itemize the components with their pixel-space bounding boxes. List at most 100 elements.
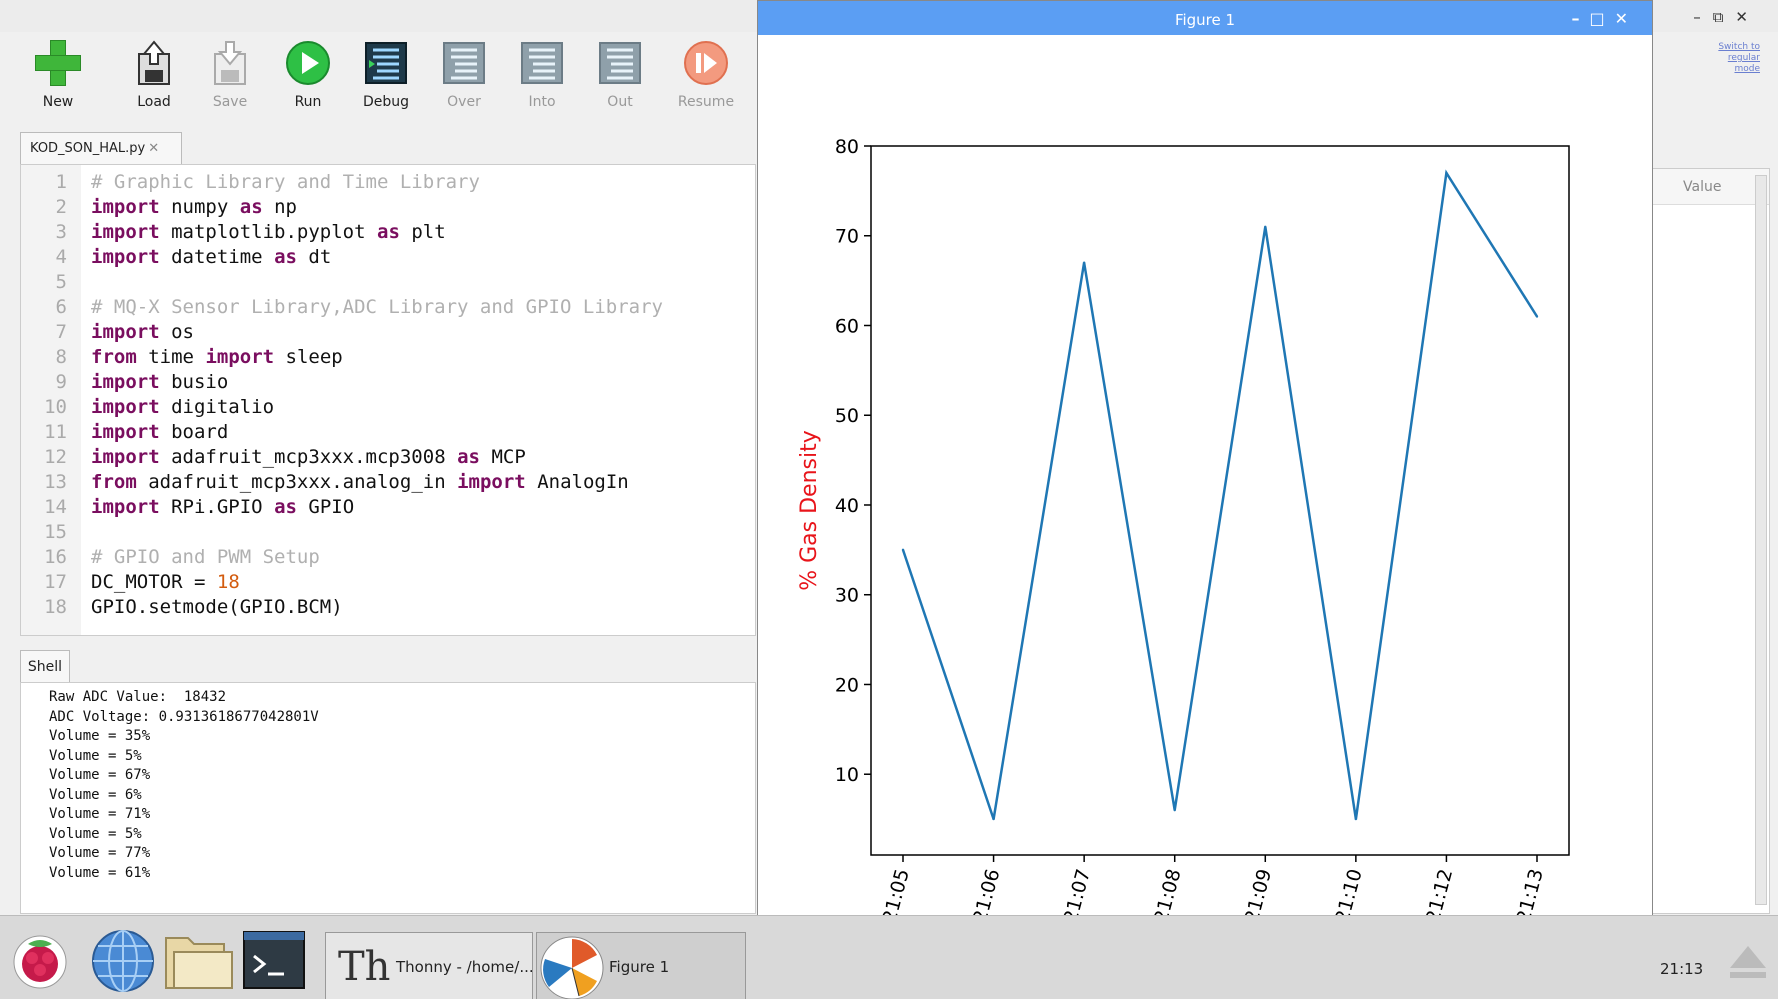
line-number: 2 — [21, 196, 67, 218]
code-line: import digitalio — [91, 396, 274, 418]
y-tick-label: 80 — [835, 136, 859, 158]
line-number: 5 — [21, 271, 67, 293]
code-line: from adafruit_mcp3xxx.analog_in import A… — [91, 471, 629, 493]
code-editor[interactable]: 1 2 3 4 5 6 7 8 9 10 11 12 13 14 15 16 17 18 # Graphic Li… — [20, 164, 756, 636]
shell-line: Volume = 5% — [49, 748, 142, 764]
debug-button[interactable]: Debug — [348, 38, 424, 118]
data-points — [902, 172, 1538, 821]
line-number: 15 — [21, 521, 67, 543]
plot-frame — [871, 146, 1569, 855]
step-over-label: Over — [426, 94, 502, 110]
line-number: 1 — [21, 171, 67, 193]
shell-line: Volume = 35% — [49, 728, 150, 744]
y-tick-label: 20 — [835, 674, 859, 696]
code-line: DC_MOTOR = 18 — [91, 571, 240, 593]
shell-line: Volume = 6% — [49, 787, 142, 803]
raspberry-menu-icon[interactable] — [8, 928, 72, 992]
figure-task-button[interactable]: Figure 1 — [536, 932, 746, 999]
editor-tab[interactable]: KOD_SON_HAL.py ✕ — [20, 132, 182, 164]
shell-panel[interactable]: Raw ADC Value: 18432 ADC Voltage: 0.93136… — [20, 682, 756, 914]
step-over-button[interactable]: Over — [426, 38, 502, 118]
run-button[interactable]: Run — [270, 38, 346, 118]
resume-label: Resume — [666, 94, 746, 110]
line-number: 14 — [21, 496, 67, 518]
code-line: import RPi.GPIO as GPIO — [91, 496, 354, 518]
web-browser-icon[interactable] — [90, 928, 156, 994]
y-tick-label: 30 — [835, 585, 859, 607]
run-icon — [285, 40, 331, 86]
data-point — [1536, 315, 1538, 317]
load-button[interactable]: Load — [116, 38, 192, 118]
y-tick-label: 60 — [835, 315, 859, 337]
resume-icon — [683, 40, 729, 86]
debug-icon — [363, 40, 409, 86]
line-number: 10 — [21, 396, 67, 418]
line-number: 8 — [21, 346, 67, 368]
line-number: 4 — [21, 246, 67, 268]
shell-tab[interactable]: Shell — [20, 650, 70, 682]
thonny-task-button[interactable]: Th Thonny - /home/... — [325, 932, 533, 999]
figure-window-controls[interactable]: –□✕ — [1571, 9, 1638, 28]
line-number: 3 — [21, 221, 67, 243]
code-line: import numpy as np — [91, 196, 297, 218]
code-line: import matplotlib.pyplot as plt — [91, 221, 446, 243]
switch-mode-link[interactable]: Switch to regular mode — [1700, 42, 1760, 75]
line-number: 6 — [21, 296, 67, 318]
shell-line: Volume = 61% — [49, 865, 150, 881]
step-into-button[interactable]: Into — [504, 38, 580, 118]
data-point — [1174, 809, 1176, 811]
thonny-task-label: Thonny - /home/... — [396, 958, 533, 976]
eject-icon[interactable] — [1728, 944, 1768, 980]
shell-line: Raw ADC Value: 18432 — [49, 689, 226, 705]
code-line: import os — [91, 321, 194, 343]
y-axis-ticks: 10 20 30 40 50 60 70 80 — [835, 136, 871, 786]
file-manager-icon[interactable] — [164, 930, 234, 992]
close-tab-icon[interactable]: ✕ — [148, 141, 159, 156]
data-point — [1445, 172, 1447, 174]
shell-line: Volume = 67% — [49, 767, 150, 783]
variables-panel: Value — [1652, 168, 1770, 914]
step-into-icon — [519, 40, 565, 86]
step-out-button[interactable]: Out — [582, 38, 658, 118]
code-line: import adafruit_mcp3xxx.mcp3008 as MCP — [91, 446, 526, 468]
code-line: from time import sleep — [91, 346, 343, 368]
code-line: GPIO.setmode(GPIO.BCM) — [91, 596, 343, 618]
save-button[interactable]: Save — [192, 38, 268, 118]
line-number: 18 — [21, 596, 67, 618]
code-line: # GPIO and PWM Setup — [91, 546, 320, 568]
window-controls[interactable]: –​⧉​✕ — [1693, 8, 1760, 26]
y-axis-label: % Gas Density — [797, 430, 822, 591]
data-point — [1264, 226, 1266, 228]
shell-line: Volume = 77% — [49, 845, 150, 861]
resume-button[interactable]: Resume — [666, 38, 746, 118]
terminal-icon[interactable] — [242, 930, 306, 990]
step-into-label: Into — [504, 94, 580, 110]
data-point — [902, 549, 904, 551]
load-label: Load — [116, 94, 192, 110]
code-line: import board — [91, 421, 228, 443]
save-label: Save — [192, 94, 268, 110]
figure-title: Figure 1 — [758, 1, 1652, 35]
thonny-task-icon: Th — [338, 933, 390, 999]
y-tick-label: 10 — [835, 764, 859, 786]
figure-task-label: Figure 1 — [609, 958, 669, 976]
variables-value-header: Value — [1653, 169, 1769, 205]
line-number: 13 — [21, 471, 67, 493]
line-number: 17 — [21, 571, 67, 593]
line-number: 16 — [21, 546, 67, 568]
code-line: # MQ-X Sensor Library,ADC Library and GP… — [91, 296, 663, 318]
data-point — [992, 818, 994, 820]
code-line: import busio — [91, 371, 228, 393]
step-out-icon — [597, 40, 643, 86]
line-number-gutter: 1 2 3 4 5 6 7 8 9 10 11 12 13 14 15 16 17 18 — [21, 165, 81, 635]
shell-line: Volume = 71% — [49, 806, 150, 822]
new-label: New — [20, 94, 96, 110]
editor-tab-label: KOD_SON_HAL.py — [30, 141, 145, 156]
variables-scrollbar[interactable] — [1755, 175, 1767, 905]
code-line: import datetime as dt — [91, 246, 331, 268]
new-button[interactable]: New — [20, 38, 96, 118]
run-label: Run — [270, 94, 346, 110]
line-number: 11 — [21, 421, 67, 443]
shell-line: Volume = 5% — [49, 826, 142, 842]
